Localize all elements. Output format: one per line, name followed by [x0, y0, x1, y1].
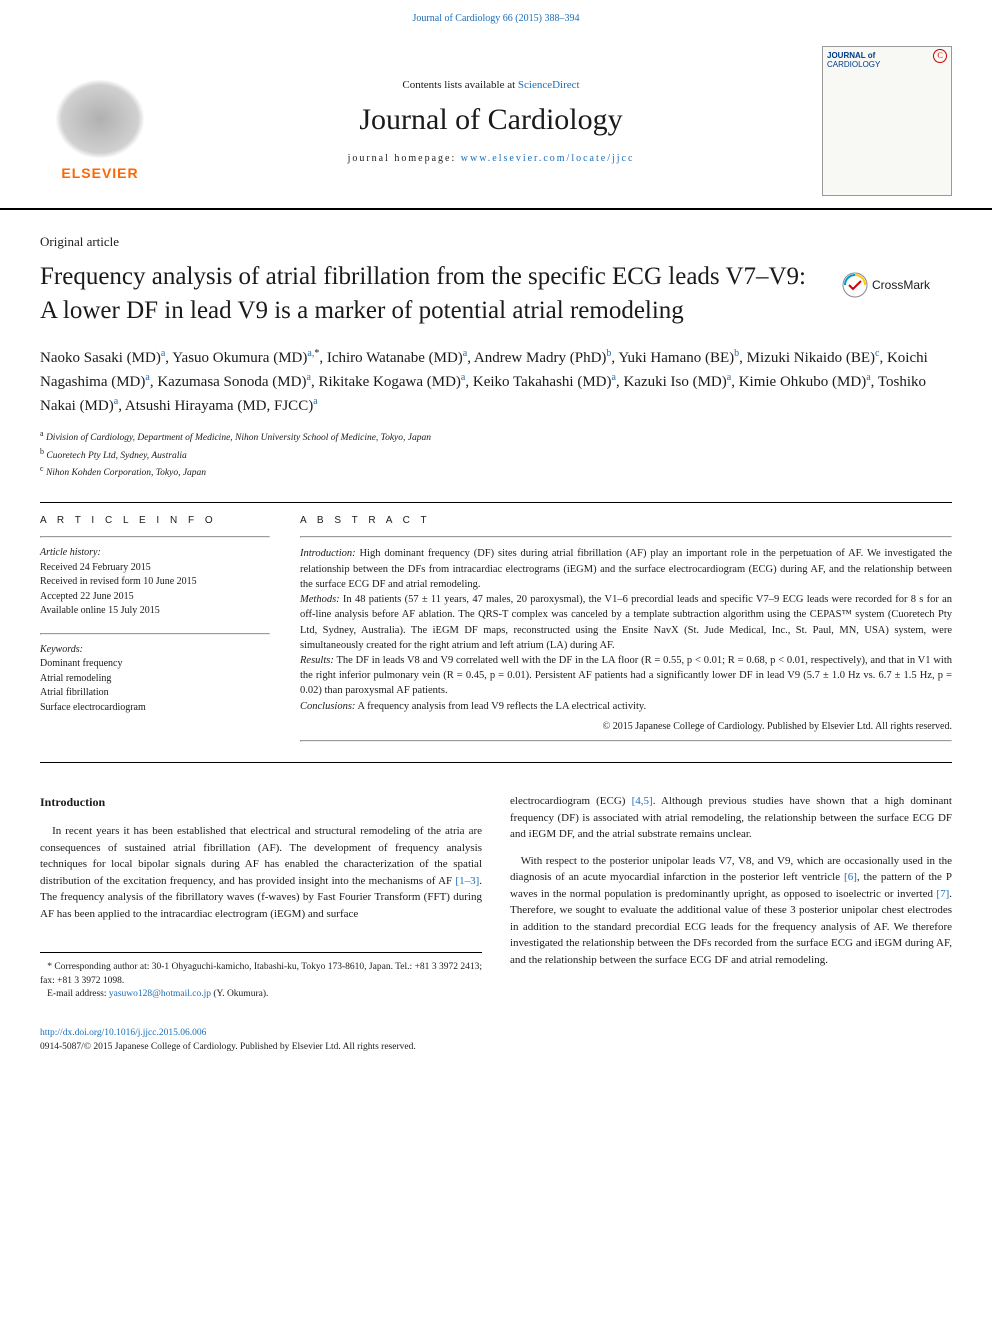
history-line: Received 24 February 2015 [40, 561, 270, 576]
contents-text: Contents lists available at [402, 79, 517, 91]
keyword-line: Atrial remodeling [40, 672, 270, 687]
keyword-line: Atrial fibrillation [40, 686, 270, 701]
article-info-heading: A R T I C L E I N F O [40, 515, 270, 526]
footer-block: http://dx.doi.org/10.1016/j.jjcc.2015.06… [0, 1021, 992, 1074]
crossmark-icon [842, 272, 868, 298]
publisher-brand-text: ELSEVIER [61, 165, 138, 181]
email-suffix: (Y. Okumura). [211, 989, 268, 999]
history-line: Accepted 22 June 2015 [40, 590, 270, 605]
article-type: Original article [40, 234, 952, 250]
body-text: In recent years it has been established … [40, 825, 482, 887]
ref-link[interactable]: [6] [844, 871, 857, 883]
article-title-text: Frequency analysis of atrial fibrillatio… [40, 263, 806, 324]
article-header-block: Original article Frequency analysis of a… [0, 210, 992, 502]
abs-intro-text: High dominant frequency (DF) sites durin… [300, 548, 952, 589]
journal-center-block: Contents lists available at ScienceDirec… [160, 79, 822, 164]
homepage-link[interactable]: www.elsevier.com/locate/jjcc [461, 153, 635, 164]
affiliation-line: b Cuoretech Pty Ltd, Sydney, Australia [40, 446, 952, 463]
header-citation: Journal of Cardiology 66 (2015) 388–394 [0, 0, 992, 34]
ref-link[interactable]: [1–3] [455, 875, 479, 887]
affiliations-list: a Division of Cardiology, Department of … [40, 428, 952, 480]
publisher-logo: ELSEVIER [40, 61, 160, 181]
abstract-divider [300, 536, 952, 538]
abs-results-text: The DF in leads V8 and V9 correlated wel… [300, 655, 952, 696]
correspondence-text: Corresponding author at: 30-1 Ohyaguchi-… [40, 962, 482, 985]
abstract-body: Introduction: High dominant frequency (D… [300, 546, 952, 734]
abs-results-label: Results: [300, 655, 334, 666]
info-abstract-row: A R T I C L E I N F O Article history: R… [0, 503, 992, 762]
article-title: Frequency analysis of atrial fibrillatio… [40, 260, 952, 328]
body-text: electrocardiogram (ECG) [510, 795, 632, 807]
abs-methods-label: Methods: [300, 594, 340, 605]
abstract-bottom-divider [300, 740, 952, 742]
email-link[interactable]: yasuwo128@hotmail.co.jp [109, 989, 211, 999]
history-label: Article history: [40, 546, 270, 561]
keyword-line: Dominant frequency [40, 657, 270, 672]
email-label: E-mail address: [47, 989, 109, 999]
crossmark-label: CrossMark [872, 277, 930, 293]
correspondence-footnote: * Corresponding author at: 30-1 Ohyaguch… [40, 952, 482, 1001]
affiliation-line: c Nihon Kohden Corporation, Tokyo, Japan [40, 463, 952, 480]
cover-subtitle: CARDIOLOGY [827, 60, 947, 69]
history-line: Received in revised form 10 June 2015 [40, 575, 270, 590]
doi-link[interactable]: http://dx.doi.org/10.1016/j.jjcc.2015.06… [40, 1028, 206, 1038]
journal-masthead: ELSEVIER Contents lists available at Sci… [0, 34, 992, 210]
elsevier-tree-icon [55, 79, 145, 159]
crossmark-badge[interactable]: CrossMark [842, 270, 952, 300]
abs-intro-label: Introduction: [300, 548, 356, 559]
history-line: Available online 15 July 2015 [40, 604, 270, 619]
body-column-right: electrocardiogram (ECG) [4,5]. Although … [510, 793, 952, 1001]
cover-badge-icon: C [933, 49, 947, 63]
homepage-line: journal homepage: www.elsevier.com/locat… [160, 153, 822, 164]
journal-cover-thumb: C JOURNAL of CARDIOLOGY [822, 46, 952, 196]
keywords-label: Keywords: [40, 643, 270, 658]
contents-line: Contents lists available at ScienceDirec… [160, 79, 822, 91]
authors-list: Naoko Sasaki (MD)a, Yasuo Okumura (MD)a,… [40, 346, 952, 419]
info-divider-2 [40, 633, 270, 635]
affiliation-line: a Division of Cardiology, Department of … [40, 428, 952, 445]
citation-link[interactable]: Journal of Cardiology 66 (2015) 388–394 [413, 13, 580, 24]
body-column-left: Introduction In recent years it has been… [40, 793, 482, 1001]
keywords-block: Keywords: Dominant frequencyAtrial remod… [40, 643, 270, 716]
body-paragraph: electrocardiogram (ECG) [4,5]. Although … [510, 793, 952, 843]
body-columns: Introduction In recent years it has been… [0, 763, 992, 1021]
ref-link[interactable]: [4,5] [632, 795, 653, 807]
abstract-column: A B S T R A C T Introduction: High domin… [300, 515, 952, 742]
body-paragraph: With respect to the posterior unipolar l… [510, 853, 952, 969]
homepage-label: journal homepage: [348, 153, 461, 164]
cover-title: JOURNAL of [827, 51, 947, 60]
journal-name: Journal of Cardiology [160, 103, 822, 137]
abstract-heading: A B S T R A C T [300, 515, 952, 526]
keyword-line: Surface electrocardiogram [40, 701, 270, 716]
info-divider [40, 536, 270, 538]
abs-methods-text: In 48 patients (57 ± 11 years, 47 males,… [300, 594, 952, 651]
sciencedirect-link[interactable]: ScienceDirect [518, 79, 580, 91]
article-history-block: Article history: Received 24 February 20… [40, 546, 270, 619]
introduction-heading: Introduction [40, 793, 482, 811]
ref-link[interactable]: [7] [936, 888, 949, 900]
issn-copyright: 0914-5087/© 2015 Japanese College of Car… [40, 1042, 416, 1052]
article-info-column: A R T I C L E I N F O Article history: R… [40, 515, 270, 742]
abstract-copyright: © 2015 Japanese College of Cardiology. P… [300, 720, 952, 735]
abs-conclusions-label: Conclusions: [300, 701, 355, 712]
abs-conclusions-text: A frequency analysis from lead V9 reflec… [355, 701, 646, 712]
body-paragraph: In recent years it has been established … [40, 823, 482, 922]
